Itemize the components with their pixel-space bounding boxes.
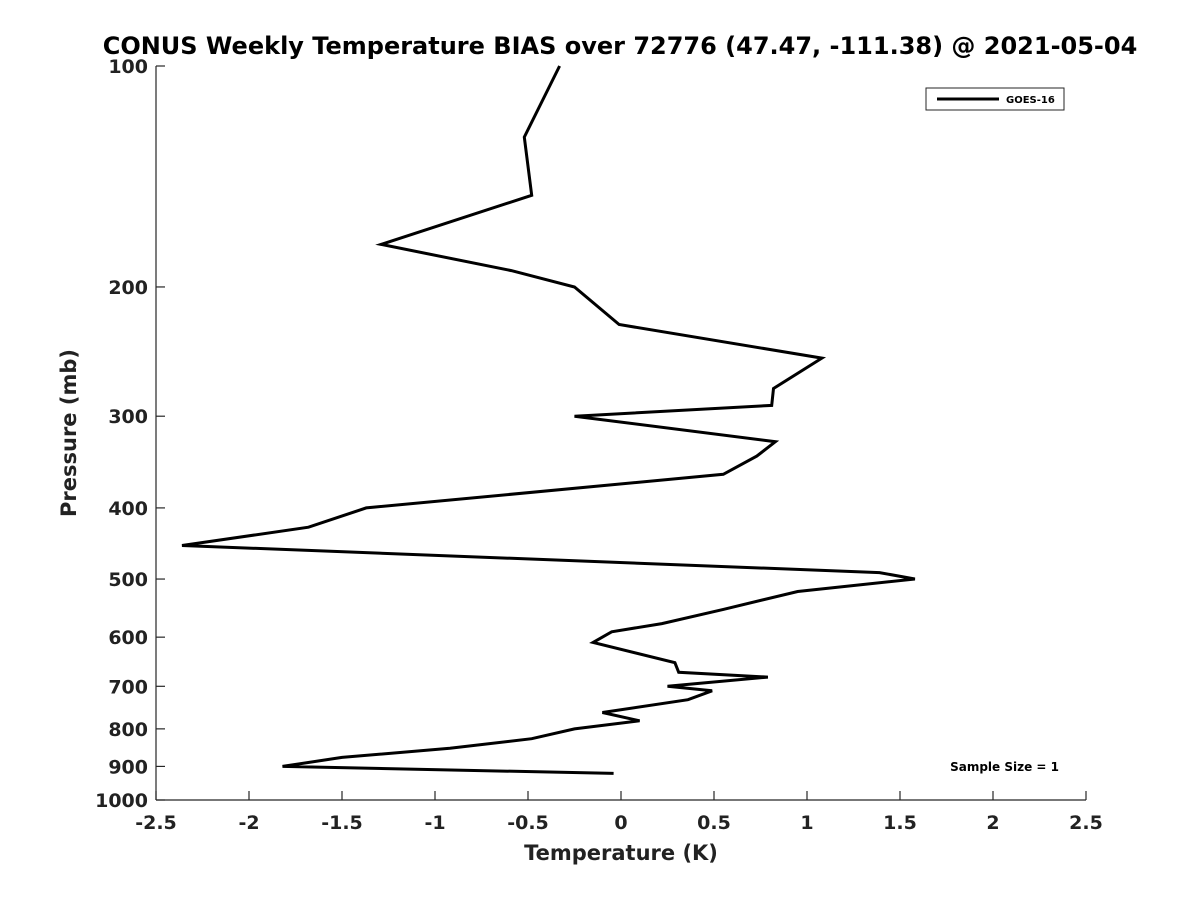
x-tick-label: 0.5 — [697, 812, 731, 834]
y-tick-label: 500 — [108, 569, 148, 591]
y-tick-label: 300 — [108, 406, 148, 428]
y-axis-label: Pressure (mb) — [57, 349, 81, 517]
x-tick-label: -2 — [238, 812, 259, 834]
plot-axes — [155, 66, 1086, 801]
chart-legend: GOES-16 — [925, 87, 1065, 111]
x-tick-label: -1.5 — [321, 812, 363, 834]
x-axis-label: Temperature (K) — [524, 841, 718, 865]
series-line-goes-16 — [181, 65, 916, 775]
y-tick-label: 1000 — [95, 790, 148, 812]
y-tick-label: 900 — [108, 756, 148, 778]
chart-title: CONUS Weekly Temperature BIAS over 72776… — [103, 32, 1138, 60]
x-tick-label: 2.5 — [1069, 812, 1103, 834]
y-tick-label: 700 — [108, 676, 148, 698]
x-tick-label: 1 — [800, 812, 813, 834]
x-axis-ticks: -2.5 -2 -1.5 -1 -0.5 0 0.5 1 1.5 2 2.5 — [135, 791, 1103, 834]
y-tick-label: 600 — [108, 627, 148, 649]
y-tick-label: 200 — [108, 277, 148, 299]
series-layer — [181, 65, 916, 775]
x-tick-label: 1.5 — [883, 812, 917, 834]
sample-size-annotation: Sample Size = 1 — [950, 760, 1059, 774]
y-axis-ticks: 100 200 300 400 500 600 700 800 900 1000 — [95, 56, 165, 812]
legend-label-goes-16: GOES-16 — [1006, 95, 1055, 106]
y-tick-label: 800 — [108, 719, 148, 741]
x-tick-label: 2 — [986, 812, 999, 834]
x-tick-label: -0.5 — [507, 812, 549, 834]
x-tick-label: -2.5 — [135, 812, 177, 834]
y-tick-label: 400 — [108, 498, 148, 520]
y-tick-label: 100 — [108, 56, 148, 78]
x-tick-label: 0 — [614, 812, 627, 834]
x-tick-label: -1 — [424, 812, 445, 834]
